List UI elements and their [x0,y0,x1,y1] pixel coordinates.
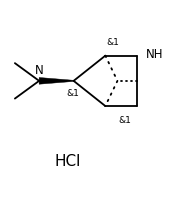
Text: NH: NH [145,48,163,61]
Text: &1: &1 [66,89,79,98]
Text: N: N [35,64,44,77]
Text: HCl: HCl [55,153,81,169]
Text: &1: &1 [106,38,119,47]
Text: &1: &1 [118,116,131,125]
Polygon shape [39,77,74,84]
